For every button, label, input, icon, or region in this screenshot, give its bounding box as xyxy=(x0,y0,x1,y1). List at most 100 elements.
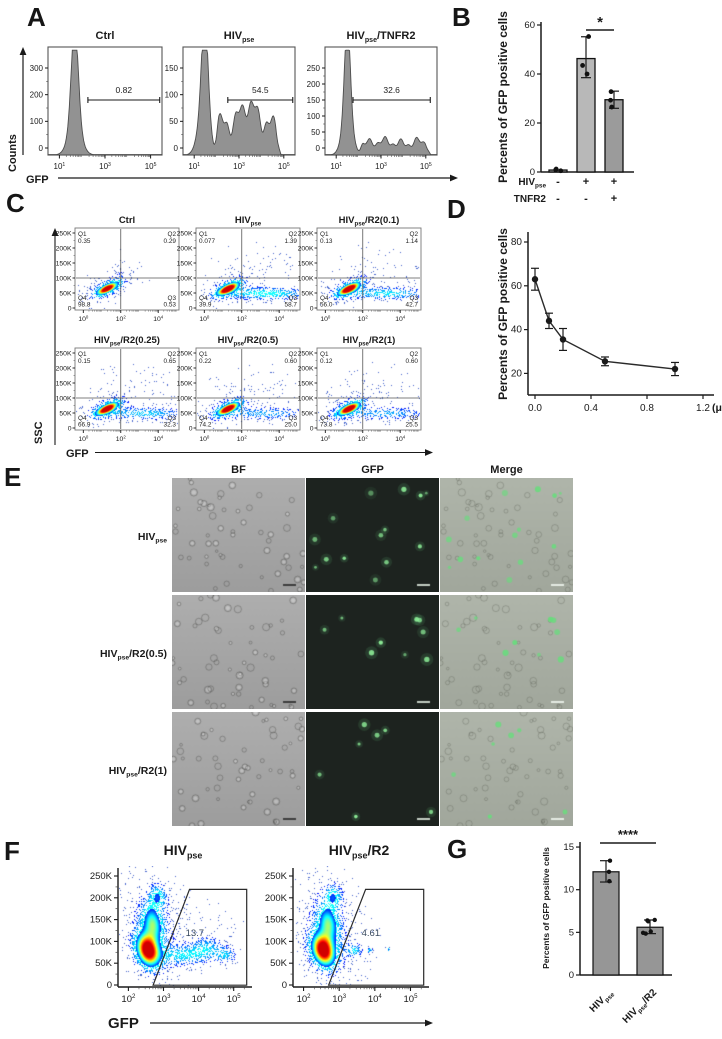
b-condition-symbol: - xyxy=(556,176,560,188)
y-tick-label: 100 xyxy=(307,112,321,121)
x-tick-label: 103 xyxy=(99,162,111,171)
y-tick-label: 0 xyxy=(39,144,44,153)
c-y-tick-label: 0 xyxy=(189,425,193,432)
f-density-plot-canvas xyxy=(294,866,424,986)
y-tick-label: 200 xyxy=(307,80,321,89)
y-tick-label: 150 xyxy=(307,96,321,105)
gate-percentage: 0.82 xyxy=(116,85,133,95)
f-x-axis-title: GFP xyxy=(108,1015,139,1032)
c-y-tick-label: 0 xyxy=(68,305,72,312)
c-plot-title: HIVpse/R2(0.25) xyxy=(94,335,160,347)
c-plot-title: HIVpse/R2(0.5) xyxy=(218,335,279,347)
g-data-point xyxy=(652,917,657,923)
c-y-tick-label: 0 xyxy=(68,425,72,432)
panel-e-label: E xyxy=(4,462,22,492)
c-y-tick-label: 250K xyxy=(298,350,314,357)
d-y-tick-label: 40 xyxy=(511,325,523,336)
c-y-tick-label: 100K xyxy=(298,395,314,402)
c-y-tick-label: 50K xyxy=(180,290,193,297)
c-y-tick-label: 100K xyxy=(298,275,314,282)
c-y-tick-label: 200K xyxy=(177,245,193,252)
f-gfp-arrowhead-right-icon xyxy=(425,1019,433,1027)
b-data-point xyxy=(609,104,615,110)
f-plot-title: HIVpse/R2 xyxy=(329,842,390,861)
c-x-tick-label: 100 xyxy=(78,314,89,323)
panel-c-label: C xyxy=(6,188,25,218)
panel-g-label: G xyxy=(447,834,468,864)
plot-title: HIVpse/TNFR2 xyxy=(347,30,416,44)
b-bar xyxy=(604,99,624,173)
y-tick-label: 0 xyxy=(174,144,179,153)
f-x-tick-label: 105 xyxy=(227,993,242,1005)
c-plot-title: Ctrl xyxy=(119,215,135,226)
c-x-tick-label: 104 xyxy=(274,434,285,443)
c-y-tick-label: 100K xyxy=(56,395,72,402)
g-significance-stars: **** xyxy=(618,827,639,842)
e-row-label: HIVpse/R2(1) xyxy=(109,765,167,779)
c-x-tick-label: 100 xyxy=(320,314,331,323)
d-x-tick-label: 0.8 xyxy=(640,403,654,414)
d-y-tick-label: 80 xyxy=(511,237,523,248)
c-x-tick-label: 104 xyxy=(395,434,406,443)
c-density-plot-canvas xyxy=(76,229,178,309)
c-y-tick-label: 50K xyxy=(180,410,193,417)
x-tick-label: 105 xyxy=(145,162,157,171)
y-tick-label: 0 xyxy=(316,144,321,153)
b-condition-row-label: TNFR2 xyxy=(514,194,547,205)
f-y-tick-label: 200K xyxy=(265,893,288,904)
panel-f-label: F xyxy=(4,836,20,866)
f-y-tick-label: 0 xyxy=(107,980,112,991)
c-y-tick-label: 250K xyxy=(56,350,72,357)
c-y-tick-label: 100K xyxy=(177,395,193,402)
c-plot-title: HIVpse/R2(0.1) xyxy=(339,215,400,227)
histogram-curve xyxy=(182,49,296,156)
x-tick-label: 101 xyxy=(54,162,66,171)
gfp-arrowhead-right-icon xyxy=(450,174,458,182)
f-x-tick-label: 103 xyxy=(332,993,347,1005)
b-condition-symbol: - xyxy=(556,193,560,205)
c-y-tick-label: 250K xyxy=(56,230,72,237)
c-y-tick-label: 50K xyxy=(301,410,314,417)
c-y-tick-label: 200K xyxy=(56,365,72,372)
d-data-point xyxy=(601,358,609,365)
c-y-tick-label: 150K xyxy=(177,380,193,387)
c-x-tick-label: 102 xyxy=(237,314,248,323)
d-x-axis-unit: (μM) xyxy=(712,402,722,414)
f-y-tick-label: 150K xyxy=(90,915,113,926)
b-y-tick-label: 20 xyxy=(524,118,535,129)
x-tick-label: 103 xyxy=(233,162,245,171)
c-y-tick-label: 150K xyxy=(177,260,193,267)
f-y-tick-label: 150K xyxy=(265,915,288,926)
d-data-point xyxy=(545,317,553,325)
gate-percentage: 54.5 xyxy=(252,85,269,95)
c-x-tick-label: 100 xyxy=(320,434,331,443)
e-merge-image xyxy=(440,595,573,709)
f-x-tick-label: 104 xyxy=(368,993,383,1005)
g-y-tick-label: 5 xyxy=(569,927,574,938)
b-data-point xyxy=(584,71,590,77)
x-tick-label: 101 xyxy=(330,162,342,171)
panel-d-label: D xyxy=(447,194,466,224)
b-data-point xyxy=(580,63,585,68)
c-x-tick-label: 100 xyxy=(78,434,89,443)
histogram-curve xyxy=(47,49,163,156)
b-data-point xyxy=(553,166,559,172)
d-data-point xyxy=(559,336,567,343)
b-y-tick-label: 0 xyxy=(530,167,535,178)
f-y-tick-label: 200K xyxy=(90,893,113,904)
e-column-header: Merge xyxy=(490,464,522,476)
c-y-tick-label: 0 xyxy=(189,305,193,312)
g-category-label: HIVpse xyxy=(588,987,617,1016)
panel-b-label: B xyxy=(452,2,471,32)
g-data-point xyxy=(607,858,613,863)
c-y-tick-label: 150K xyxy=(56,260,72,267)
c-y-tick-label: 100K xyxy=(177,275,193,282)
plot-title: HIVpse xyxy=(224,30,255,44)
c-y-tick-label: 250K xyxy=(177,350,193,357)
d-data-point xyxy=(531,276,539,283)
f-y-tick-label: 100K xyxy=(265,936,288,947)
b-y-tick-label: 60 xyxy=(524,20,535,31)
b-condition-symbol: + xyxy=(611,193,617,205)
f-plot-title: HIVpse xyxy=(164,842,203,861)
c-x-tick-label: 100 xyxy=(199,314,210,323)
